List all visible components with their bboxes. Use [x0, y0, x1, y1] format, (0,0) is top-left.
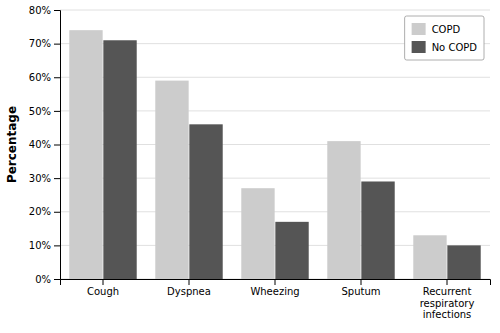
x-tick-mark	[275, 279, 276, 285]
bar	[189, 124, 222, 279]
y-tick: 80%	[29, 5, 60, 16]
x-axis: Cough Dyspnea Wheezing Sputum Recurrentrespi…	[61, 279, 491, 320]
x-tick-mark	[189, 279, 190, 285]
y-axis-line	[54, 11, 61, 280]
grid	[60, 10, 490, 279]
y-tick-label: 0%	[35, 274, 51, 285]
y-tick-mark	[54, 245, 60, 246]
y-tick: 40%	[29, 139, 60, 150]
legend-item: No COPD	[412, 41, 478, 53]
plot: 0% 10% 20% 30% 40% 50% 60% 70% 80% Cough Dyspnea Wh…	[29, 5, 491, 320]
y-tick: 20%	[29, 206, 60, 217]
bar	[69, 30, 102, 279]
legend-label: COPD	[432, 24, 461, 35]
y-tick: 70%	[29, 38, 60, 49]
legend-label: No COPD	[432, 42, 478, 53]
y-tick-label: 70%	[29, 38, 51, 49]
x-tick-mark	[361, 279, 362, 285]
x-tick: Wheezing	[250, 279, 299, 297]
x-tick: Dyspnea	[167, 279, 211, 297]
x-tick-label: Dyspnea	[167, 286, 211, 297]
legend-swatch	[412, 23, 426, 35]
chart: 0% 10% 20% 30% 40% 50% 60% 70% 80% Cough Dyspnea Wh…	[0, 0, 500, 333]
y-tick-mark	[54, 178, 60, 179]
x-axis-line	[61, 280, 491, 286]
x-tick-label: Recurrentrespiratoryinfections	[420, 286, 475, 320]
y-tick-label: 40%	[29, 139, 51, 150]
bars	[69, 30, 480, 279]
x-tick-label: Cough	[87, 286, 119, 297]
bar	[103, 40, 136, 279]
x-tick-label: Sputum	[341, 286, 380, 297]
y-tick-label: 20%	[29, 206, 51, 217]
y-tick-mark	[54, 10, 60, 11]
y-tick-mark	[54, 111, 60, 112]
y-axis: 0% 10% 20% 30% 40% 50% 60% 70% 80%	[29, 5, 61, 285]
x-tick-mark	[447, 279, 448, 285]
legend-item: COPD	[412, 23, 461, 35]
y-tick-label: 10%	[29, 240, 51, 251]
legend-swatch	[412, 41, 426, 53]
bar-series	[69, 30, 446, 279]
grid-line	[60, 10, 490, 11]
x-tick: Cough	[87, 279, 119, 297]
bar	[413, 235, 446, 279]
y-tick-mark	[54, 44, 60, 45]
y-tick-mark	[54, 212, 60, 213]
x-tick-mark	[103, 279, 104, 285]
legend: COPD No COPD	[405, 16, 484, 60]
bar	[327, 141, 360, 279]
y-tick-label: 60%	[29, 72, 51, 83]
y-tick-mark	[54, 77, 60, 78]
bar	[155, 81, 188, 279]
legend-frame	[405, 16, 484, 60]
y-tick: 60%	[29, 72, 60, 83]
y-tick: 0%	[35, 274, 60, 285]
y-tick-mark	[54, 279, 60, 280]
y-tick-label: 80%	[29, 5, 51, 16]
x-tick: Recurrentrespiratoryinfections	[420, 279, 475, 320]
bar	[241, 188, 274, 279]
bar	[361, 181, 394, 279]
x-tick: Sputum	[341, 279, 380, 297]
bar-series	[103, 40, 480, 279]
y-tick: 30%	[29, 173, 60, 184]
y-axis-title: Percentage	[5, 106, 19, 183]
y-tick: 50%	[29, 106, 60, 117]
y-tick: 10%	[29, 240, 60, 251]
x-tick-label: Wheezing	[250, 286, 299, 297]
y-tick-label: 50%	[29, 106, 51, 117]
bar	[275, 222, 308, 279]
bar	[447, 245, 480, 279]
y-tick-label: 30%	[29, 173, 51, 184]
y-tick-mark	[54, 145, 60, 146]
